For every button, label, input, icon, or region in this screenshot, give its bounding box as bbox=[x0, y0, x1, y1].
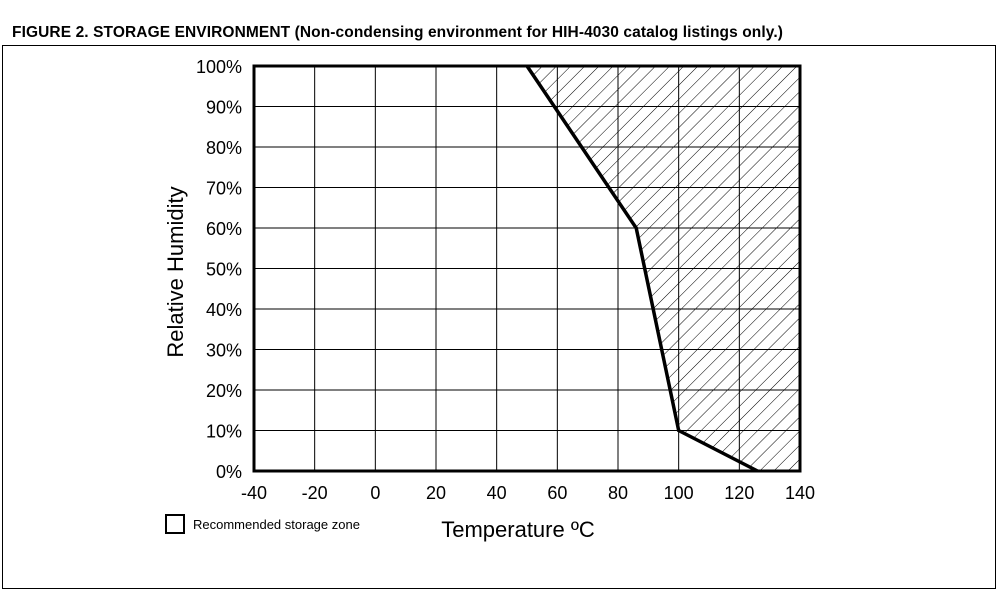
x-axis-title: Temperature ºC bbox=[441, 517, 595, 542]
x-tick-label: 0 bbox=[370, 483, 380, 503]
y-tick-label: 60% bbox=[206, 219, 242, 239]
x-tick-label: 40 bbox=[487, 483, 507, 503]
x-tick-label: 140 bbox=[785, 483, 815, 503]
y-tick-label: 30% bbox=[206, 341, 242, 361]
y-tick-label: 90% bbox=[206, 98, 242, 118]
y-tick-label: 100% bbox=[196, 57, 242, 77]
y-axis-title: Relative Humidity bbox=[163, 186, 188, 357]
x-tick-label: -40 bbox=[241, 483, 267, 503]
x-tick-label: -20 bbox=[302, 483, 328, 503]
x-tick-label: 100 bbox=[664, 483, 694, 503]
x-tick-label: 60 bbox=[547, 483, 567, 503]
y-tick-label: 50% bbox=[206, 260, 242, 280]
y-tick-label: 10% bbox=[206, 422, 242, 442]
x-tick-label: 120 bbox=[724, 483, 754, 503]
y-tick-label: 80% bbox=[206, 138, 242, 158]
y-tick-label: 70% bbox=[206, 179, 242, 199]
legend-swatch bbox=[165, 514, 185, 534]
legend-label: Recommended storage zone bbox=[193, 517, 360, 532]
y-tick-label: 20% bbox=[206, 381, 242, 401]
plot-frame bbox=[252, 64, 802, 473]
storage-boundary-line bbox=[525, 65, 759, 473]
figure-frame bbox=[2, 45, 996, 589]
x-tick-label: 20 bbox=[426, 483, 446, 503]
y-tick-label: 40% bbox=[206, 300, 242, 320]
y-tick-label: 0% bbox=[216, 462, 242, 482]
figure-title: FIGURE 2. STORAGE ENVIRONMENT (Non-conde… bbox=[12, 24, 783, 41]
x-tick-label: 80 bbox=[608, 483, 628, 503]
